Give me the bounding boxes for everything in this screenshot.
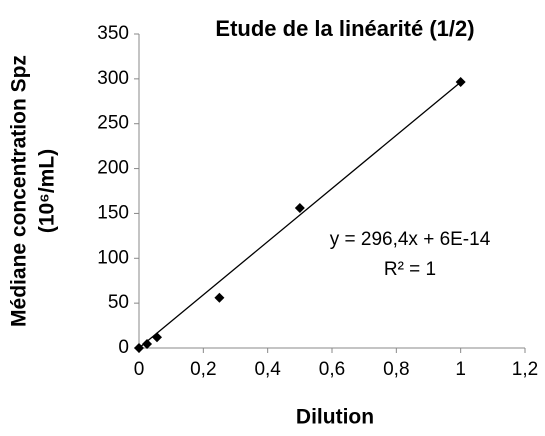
- y-tick-label: 100: [97, 247, 129, 268]
- trendline: [138, 81, 462, 349]
- y-axis-title: Médiane concentration Spz: [8, 55, 31, 327]
- y-tick-label: 0: [118, 337, 129, 358]
- x-tick-label: 1: [455, 359, 466, 380]
- y-tick-label: 150: [97, 202, 129, 223]
- data-point: [152, 332, 163, 343]
- data-point: [214, 292, 225, 303]
- y-axis-title: (10⁶/mL): [36, 149, 59, 233]
- x-tick-label: 0,6: [319, 359, 345, 380]
- chart-title: Etude de la linéarité (1/2): [215, 16, 474, 41]
- x-tick-label: 0,4: [254, 359, 281, 380]
- y-tick-label: 250: [97, 113, 129, 134]
- trendline-r2: R² = 1: [384, 259, 436, 280]
- data-point: [142, 338, 153, 349]
- trendline-equation: y = 296,4x + 6E-14: [330, 229, 491, 250]
- y-tick-label: 200: [97, 158, 129, 179]
- y-tick-label: 350: [97, 23, 129, 44]
- y-tick-label: 300: [97, 68, 129, 89]
- data-point: [294, 203, 305, 214]
- data-point: [455, 76, 466, 87]
- x-tick-label: 0,8: [383, 359, 409, 380]
- x-tick-label: 1,2: [512, 359, 538, 380]
- data-point: [134, 343, 144, 353]
- x-tick-label: 0: [134, 359, 145, 380]
- y-tick-label: 50: [108, 292, 129, 313]
- x-axis-title: Dilution: [296, 406, 374, 429]
- x-tick-label: 0,2: [190, 359, 216, 380]
